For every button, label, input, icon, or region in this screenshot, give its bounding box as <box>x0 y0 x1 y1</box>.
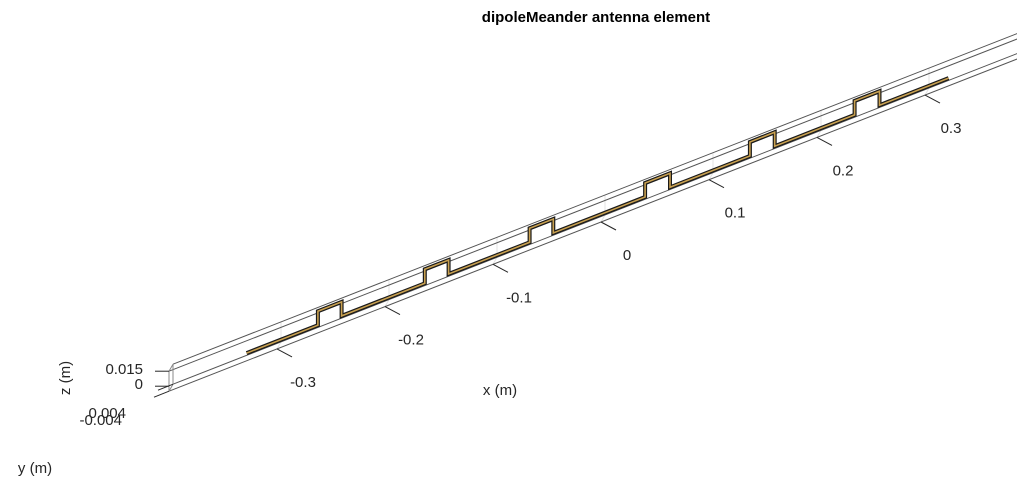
grid-line <box>384 299 390 307</box>
z-tick-label: 0 <box>135 376 143 393</box>
grid-line <box>816 130 822 138</box>
z-axis-label: z (m) <box>57 361 74 395</box>
grid-line <box>924 87 930 96</box>
x-tick-label: 0.3 <box>941 120 962 137</box>
x-tick <box>492 263 509 273</box>
box-edge <box>172 53 1017 385</box>
x-tick-label: -0.2 <box>398 332 424 349</box>
y-axis-label: y (m) <box>18 460 52 477</box>
grid-line <box>492 257 498 265</box>
box-edge <box>168 38 1017 372</box>
chart-title: dipoleMeander antenna element <box>482 9 710 26</box>
y-tick <box>153 390 170 398</box>
x-axis-label: x (m) <box>483 382 517 399</box>
grid-line <box>708 172 714 180</box>
x-tick <box>600 221 617 231</box>
x-tick <box>276 348 293 358</box>
box-edge <box>168 383 174 392</box>
x-tick-label: 0.2 <box>833 162 854 179</box>
box-edge <box>172 33 1017 365</box>
x-tick <box>924 94 941 104</box>
y-tick-label: 0.004 <box>88 405 126 422</box>
z-tick-label: 0.015 <box>105 361 143 378</box>
x-tick-label: 0.1 <box>725 205 746 222</box>
x-tick <box>708 179 725 189</box>
x-tick-label: -0.3 <box>290 374 316 391</box>
grid-line <box>276 341 282 350</box>
box-edge <box>168 363 174 372</box>
y-tick-label: -0.004 <box>79 412 122 429</box>
grid-line <box>600 214 606 223</box>
x-tick <box>384 306 401 316</box>
antenna <box>246 77 949 354</box>
x-tick-label: 0 <box>623 247 631 264</box>
y-tick <box>157 383 174 391</box>
x-tick <box>816 136 833 146</box>
x-tick-label: -0.1 <box>506 289 532 306</box>
